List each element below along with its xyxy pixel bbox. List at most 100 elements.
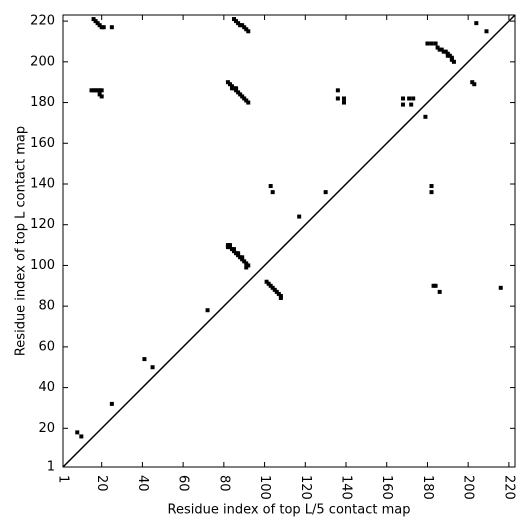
contact-point xyxy=(407,96,412,101)
contact-point xyxy=(79,434,84,439)
x-tick-label: 160 xyxy=(379,475,394,500)
contact-point xyxy=(234,19,239,24)
contact-point xyxy=(264,279,269,284)
x-tick-label: 80 xyxy=(216,475,231,492)
contact-point xyxy=(236,90,241,95)
contact-point xyxy=(443,49,448,54)
contact-point xyxy=(429,41,434,46)
diagonal xyxy=(62,14,516,468)
contact-point xyxy=(229,247,234,252)
contact-point xyxy=(232,249,237,254)
x-tick-label: 140 xyxy=(339,475,354,500)
y-tick-label: 120 xyxy=(30,217,55,232)
contact-point xyxy=(93,88,98,93)
contact-point xyxy=(236,251,241,256)
contact-point xyxy=(335,88,340,93)
contact-point xyxy=(101,25,106,30)
contact-point xyxy=(99,25,104,30)
contact-point xyxy=(270,285,275,290)
contact-point xyxy=(268,184,273,189)
contact-point xyxy=(335,96,340,101)
contact-point xyxy=(435,45,440,50)
contact-point xyxy=(227,82,232,87)
contact-point xyxy=(232,17,237,22)
contact-point xyxy=(109,401,114,406)
contact-point xyxy=(97,92,102,97)
contact-point xyxy=(225,245,230,250)
plot-frame xyxy=(62,14,516,468)
contact-point xyxy=(433,283,438,288)
x-tick-label: 20 xyxy=(94,475,109,492)
y-axis-label: Residue index of top L contact map xyxy=(14,126,29,356)
contact-point xyxy=(99,88,104,93)
contact-point xyxy=(242,96,247,101)
contact-point xyxy=(229,86,234,91)
x-tick-label: 220 xyxy=(501,475,516,500)
contact-point xyxy=(238,255,243,260)
contact-point xyxy=(89,88,94,93)
y-tick-label: 220 xyxy=(30,14,55,29)
contact-point xyxy=(266,281,271,286)
contact-point xyxy=(278,293,283,298)
contact-point xyxy=(276,291,281,296)
contact-point xyxy=(225,243,230,248)
x-tick-label: 100 xyxy=(257,475,272,500)
contact-point xyxy=(150,365,155,370)
contact-point xyxy=(451,59,456,64)
contact-point xyxy=(242,259,247,264)
contact-point xyxy=(441,49,446,54)
contact-point xyxy=(439,47,444,52)
y-tick-label: 140 xyxy=(30,176,55,191)
contact-point xyxy=(244,27,249,32)
contact-point xyxy=(75,430,80,435)
contact-point xyxy=(272,287,277,292)
x-tick-label: 120 xyxy=(298,475,313,500)
y-tick-label: 40 xyxy=(38,380,55,395)
y-tick-label: 100 xyxy=(30,258,55,273)
contact-point xyxy=(401,96,406,101)
x-tick-label: 1 xyxy=(56,475,71,483)
contact-point xyxy=(240,94,245,99)
contact-point xyxy=(97,88,102,93)
y-tick-label: 80 xyxy=(38,299,55,314)
contact-point xyxy=(95,21,100,26)
contact-point xyxy=(95,88,100,93)
contact-point xyxy=(429,184,434,189)
contact-point xyxy=(270,190,275,195)
contact-point xyxy=(240,23,245,28)
x-tick-label: 180 xyxy=(420,475,435,500)
contact-point xyxy=(449,55,454,60)
contact-point xyxy=(91,17,96,22)
contact-point xyxy=(246,263,251,268)
contact-point xyxy=(484,29,489,34)
contact-point xyxy=(470,80,475,85)
contact-point xyxy=(449,57,454,62)
y-tick-label: 180 xyxy=(30,95,55,110)
contact-point xyxy=(429,190,434,195)
y-tick-label: 1 xyxy=(47,460,55,475)
y-tick-label: 160 xyxy=(30,136,55,151)
contact-point xyxy=(437,289,442,294)
x-tick-label: 60 xyxy=(176,475,191,492)
contact-point xyxy=(232,247,237,252)
contact-point xyxy=(244,261,249,266)
contact-point xyxy=(498,285,503,290)
contact-point xyxy=(274,289,279,294)
contact-point xyxy=(411,96,416,101)
contact-point xyxy=(341,100,346,105)
contact-point xyxy=(445,51,450,56)
contact-point xyxy=(244,98,249,103)
contact-point xyxy=(431,283,436,288)
contact-point xyxy=(225,80,230,85)
contact-point xyxy=(238,23,243,28)
x-tick-label: 200 xyxy=(461,475,476,500)
contact-point xyxy=(234,86,239,91)
contact-point xyxy=(244,265,249,270)
contact-point xyxy=(205,308,210,313)
contact-point xyxy=(227,243,232,248)
contact-point xyxy=(437,47,442,52)
contact-point xyxy=(238,92,243,97)
contact-point xyxy=(278,296,283,301)
x-tick-label: 40 xyxy=(135,475,150,492)
